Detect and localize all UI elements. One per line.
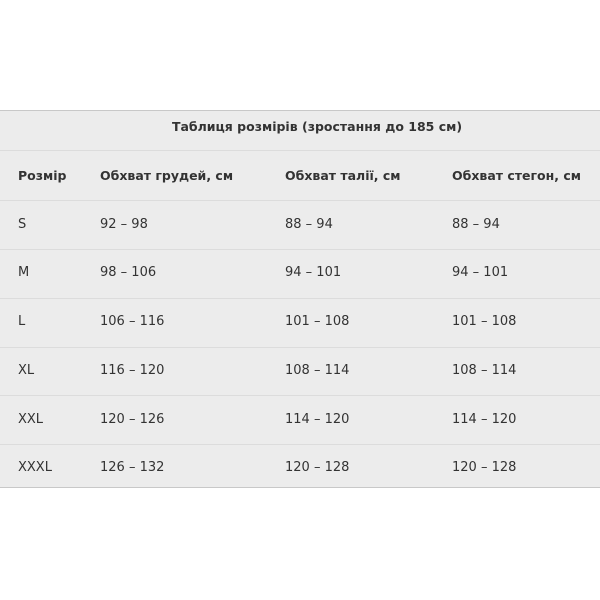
row-divider (0, 200, 600, 202)
table-cell: 108 – 114 (452, 362, 517, 378)
table-cell: 120 – 126 (100, 411, 165, 427)
table-cell: XXL (18, 411, 44, 427)
size-table: Таблиця розмірів (зростання до 185 см) Р… (0, 110, 600, 488)
column-header: Обхват грудей, см (100, 168, 234, 183)
table-cell: 114 – 120 (285, 411, 350, 427)
row-divider (0, 443, 600, 445)
table-cell: 108 – 114 (285, 362, 350, 378)
table-cell: XL (18, 362, 35, 378)
row-divider (0, 346, 600, 348)
table-cell: L (18, 314, 26, 330)
row-divider (0, 150, 600, 151)
table-cell: 94 – 101 (285, 265, 342, 281)
row-divider (0, 297, 600, 299)
table-cell: 101 – 108 (285, 314, 350, 330)
column-header: Обхват стегон, см (452, 168, 581, 183)
table-cell: 94 – 101 (452, 265, 509, 281)
table-cell: 88 – 94 (452, 216, 500, 232)
table-cell: 114 – 120 (452, 411, 517, 427)
table-cell: 116 – 120 (100, 362, 165, 378)
table-cell: 98 – 106 (100, 265, 157, 281)
table-cell: 101 – 108 (452, 314, 517, 330)
table-cell: S (18, 216, 27, 232)
column-header: Обхват талії, см (285, 168, 401, 183)
table-cell: 106 – 116 (100, 314, 165, 330)
row-divider (0, 249, 600, 251)
table-cell: 92 – 98 (100, 216, 148, 232)
table-cell: XXXL (18, 460, 52, 476)
table-cell: 120 – 128 (285, 460, 350, 476)
table-cell: 126 – 132 (100, 460, 165, 476)
column-header: Розмір (18, 168, 67, 183)
table-cell: M (18, 265, 30, 281)
row-divider (0, 395, 600, 397)
table-cell: 120 – 128 (452, 460, 517, 476)
table-cell: 88 – 94 (285, 216, 333, 232)
table-title: Таблиця розмірів (зростання до 185 см) (171, 119, 463, 134)
